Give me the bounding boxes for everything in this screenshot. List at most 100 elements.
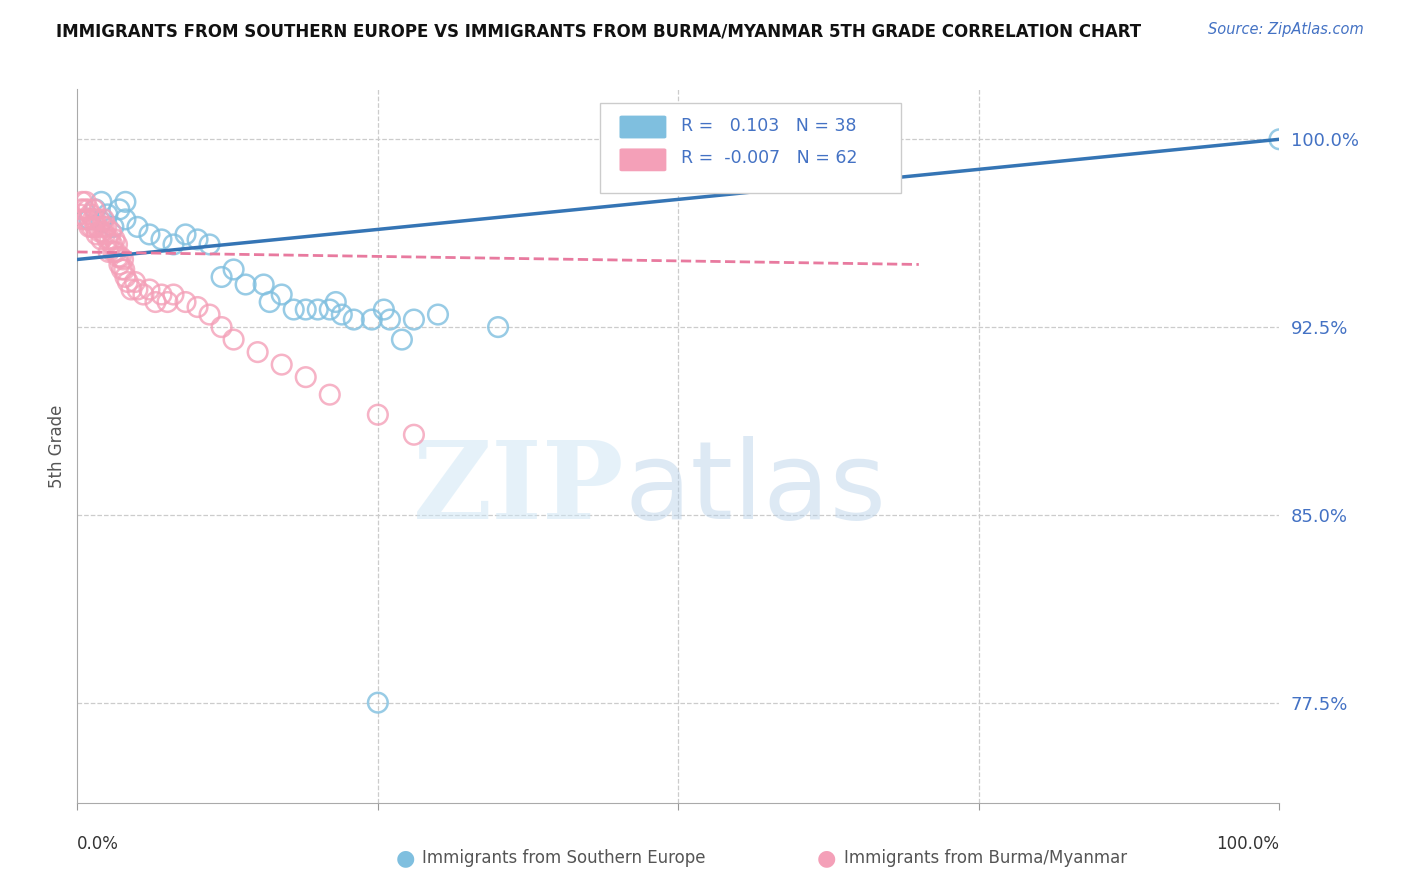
Point xyxy=(108,202,131,217)
Point xyxy=(110,250,132,264)
Point xyxy=(391,333,413,347)
Point xyxy=(367,408,389,422)
Point xyxy=(259,295,281,310)
Text: Source: ZipAtlas.com: Source: ZipAtlas.com xyxy=(1208,22,1364,37)
Point xyxy=(235,277,257,292)
Point xyxy=(114,270,136,285)
Point xyxy=(79,219,101,234)
Point xyxy=(325,295,347,310)
Point xyxy=(162,287,184,301)
Point xyxy=(94,227,117,242)
Point xyxy=(162,237,184,252)
Point xyxy=(294,302,316,317)
Point xyxy=(127,283,149,297)
Point xyxy=(222,262,245,277)
Point xyxy=(83,202,105,217)
Point xyxy=(97,244,120,259)
Point xyxy=(132,287,155,301)
FancyBboxPatch shape xyxy=(620,148,666,171)
Point xyxy=(87,212,110,227)
Point xyxy=(103,219,125,234)
Text: 100.0%: 100.0% xyxy=(1216,835,1279,853)
Point xyxy=(367,696,389,710)
Point xyxy=(112,262,135,277)
Point xyxy=(69,207,91,221)
Point xyxy=(138,227,160,242)
Point xyxy=(402,427,425,442)
Point xyxy=(253,277,276,292)
Point xyxy=(114,194,136,209)
Point xyxy=(91,225,114,239)
Text: Immigrants from Southern Europe: Immigrants from Southern Europe xyxy=(422,849,706,867)
Point xyxy=(86,227,108,242)
Point xyxy=(211,320,233,334)
Point xyxy=(138,283,160,297)
Y-axis label: 5th Grade: 5th Grade xyxy=(48,404,66,488)
Point xyxy=(104,244,127,259)
Point xyxy=(98,232,121,246)
Point xyxy=(84,212,107,227)
Point xyxy=(104,232,127,246)
Point xyxy=(198,308,221,322)
Point xyxy=(90,232,112,246)
Point xyxy=(90,194,112,209)
Point xyxy=(150,232,173,246)
Point xyxy=(93,219,115,234)
Point xyxy=(186,232,209,246)
Point xyxy=(127,219,149,234)
Point xyxy=(79,212,101,227)
Point xyxy=(124,275,146,289)
Point xyxy=(101,237,124,252)
Point xyxy=(90,215,112,229)
Point xyxy=(222,333,245,347)
Point xyxy=(76,212,98,227)
Point xyxy=(174,227,197,242)
Point xyxy=(156,295,179,310)
Point xyxy=(87,219,110,234)
Point xyxy=(70,202,93,217)
FancyBboxPatch shape xyxy=(620,116,666,138)
Point xyxy=(294,370,316,384)
Point xyxy=(360,312,382,326)
Text: ●: ● xyxy=(817,848,837,868)
Text: atlas: atlas xyxy=(624,436,886,541)
Text: R =  -0.007   N = 62: R = -0.007 N = 62 xyxy=(681,150,858,168)
Point xyxy=(70,194,93,209)
Text: Immigrants from Burma/Myanmar: Immigrants from Burma/Myanmar xyxy=(844,849,1126,867)
Point xyxy=(79,207,101,221)
Point xyxy=(145,295,167,310)
Point xyxy=(93,212,115,227)
Point xyxy=(108,257,131,271)
Point xyxy=(330,308,353,322)
Point xyxy=(120,283,142,297)
Point xyxy=(1268,132,1291,146)
Point xyxy=(117,275,139,289)
Point xyxy=(427,308,450,322)
Point xyxy=(89,225,111,239)
Point xyxy=(246,345,269,359)
Point xyxy=(73,202,96,217)
Point xyxy=(402,312,425,326)
Point xyxy=(270,358,292,372)
Point xyxy=(96,207,118,221)
Point xyxy=(107,250,129,264)
Point xyxy=(486,320,509,334)
Point xyxy=(174,295,197,310)
Point xyxy=(84,202,107,217)
Point xyxy=(378,312,401,326)
Point xyxy=(150,287,173,301)
Point xyxy=(80,219,103,234)
Point xyxy=(111,262,134,277)
Point xyxy=(270,287,292,301)
Point xyxy=(105,237,128,252)
FancyBboxPatch shape xyxy=(600,103,901,193)
Point xyxy=(373,302,395,317)
Point xyxy=(343,312,366,326)
Point xyxy=(96,232,118,246)
Point xyxy=(100,225,122,239)
Point xyxy=(307,302,329,317)
Text: R =   0.103   N = 38: R = 0.103 N = 38 xyxy=(681,117,856,135)
Point xyxy=(283,302,305,317)
Point xyxy=(211,270,233,285)
Text: ZIP: ZIP xyxy=(413,436,624,541)
